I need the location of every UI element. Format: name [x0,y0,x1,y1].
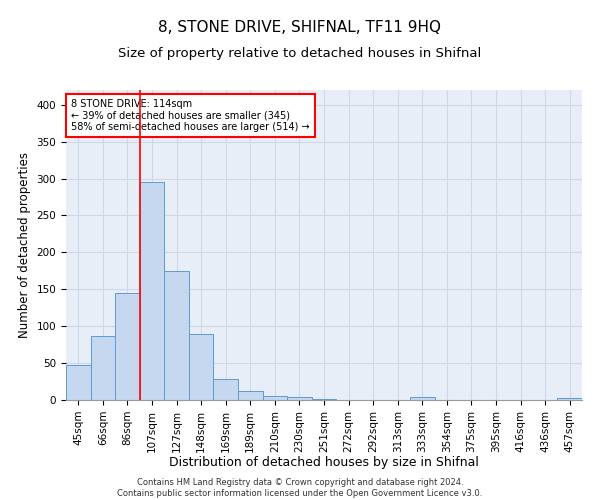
Text: 8 STONE DRIVE: 114sqm
← 39% of detached houses are smaller (345)
58% of semi-det: 8 STONE DRIVE: 114sqm ← 39% of detached … [71,100,310,132]
Y-axis label: Number of detached properties: Number of detached properties [18,152,31,338]
Bar [410,397,434,400]
Bar [140,182,164,400]
Bar [557,398,582,400]
Bar [189,334,214,400]
Text: Contains HM Land Registry data © Crown copyright and database right 2024.
Contai: Contains HM Land Registry data © Crown c… [118,478,482,498]
Bar [238,391,263,400]
Bar [164,271,189,400]
Bar [91,336,115,400]
Bar [312,398,336,400]
Bar [66,366,91,400]
Bar [214,378,238,400]
Bar [263,396,287,400]
X-axis label: Distribution of detached houses by size in Shifnal: Distribution of detached houses by size … [169,456,479,469]
Text: 8, STONE DRIVE, SHIFNAL, TF11 9HQ: 8, STONE DRIVE, SHIFNAL, TF11 9HQ [158,20,442,35]
Bar [287,397,312,400]
Bar [115,293,140,400]
Text: Size of property relative to detached houses in Shifnal: Size of property relative to detached ho… [118,48,482,60]
